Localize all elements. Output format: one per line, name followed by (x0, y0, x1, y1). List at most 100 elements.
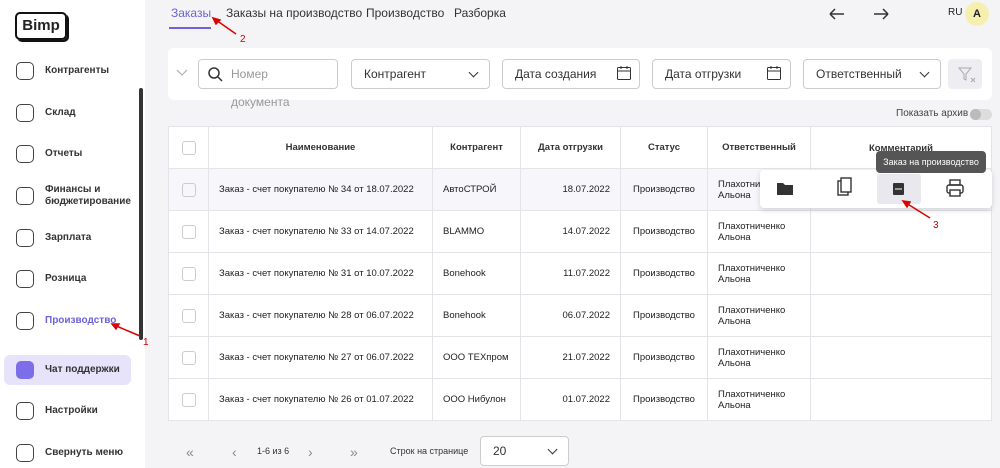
cell: 11.07.2022 (520, 252, 621, 295)
cell: BLAMMO (432, 210, 521, 253)
checkbox[interactable] (181, 392, 196, 407)
cell (810, 210, 992, 253)
cell: Заказ - счет покупателю № 33 от 14.07.20… (208, 210, 433, 253)
rows-per-page-select[interactable]: 20 (480, 436, 569, 466)
cell (168, 210, 209, 253)
cell: Заказ - счет покупателю № 27 от 06.07.20… (208, 336, 433, 379)
nav-label: Производство (45, 315, 117, 326)
nav-label: Зарплата (45, 232, 92, 243)
calendar-icon (617, 66, 631, 80)
archive-toggle[interactable] (970, 109, 992, 120)
archive-label: Показать архив (896, 108, 969, 119)
cell: Производство (620, 252, 708, 295)
print-icon[interactable] (946, 179, 964, 197)
checkbox[interactable] (181, 140, 196, 155)
tab[interactable]: Производство (366, 6, 445, 20)
document-number-input[interactable]: Номер документа (198, 59, 338, 109)
checkbox[interactable] (181, 350, 196, 365)
nav-label: Настройки (45, 405, 98, 416)
logo[interactable]: Bimp (15, 12, 67, 40)
cell (168, 168, 209, 211)
tab[interactable]: Разборка (454, 6, 506, 20)
cell: Производство (620, 168, 708, 211)
avatar[interactable]: A (965, 2, 989, 26)
table-row[interactable]: Заказ - счет покупателю № 28 от 06.07.20… (168, 294, 992, 337)
nav-item[interactable]: Контрагенты (0, 56, 145, 86)
nav-item[interactable]: Отчеты (0, 139, 145, 169)
cell (168, 252, 209, 295)
copy-icon[interactable] (837, 177, 852, 196)
collapse-icon[interactable] (176, 68, 188, 78)
checkbox[interactable] (181, 182, 196, 197)
sidebar: Bimp Контрагенты Склад Отчеты Финансы и бюд… (0, 0, 145, 468)
checkbox[interactable] (181, 224, 196, 239)
language[interactable]: RU (948, 7, 963, 18)
table-row[interactable]: Заказ - счет покупателю № 31 от 10.07.20… (168, 252, 992, 295)
cell (168, 294, 209, 337)
nav-label: Чат поддержки (45, 364, 120, 375)
page-range: 1-6 из 6 (257, 446, 290, 456)
column-header[interactable]: Контрагент (432, 126, 521, 169)
cell: Плахотниченко Альона (707, 210, 811, 253)
nav-item[interactable]: Чат поддержки (4, 355, 131, 385)
table-row[interactable]: Заказ - счет покупателю № 33 от 14.07.20… (168, 210, 992, 253)
counterparty-select[interactable]: Контрагент (351, 59, 490, 89)
open-icon[interactable] (777, 183, 793, 195)
cell: Bonehook (432, 294, 521, 337)
nav-item[interactable]: Финансы и бюджетирование (0, 181, 145, 211)
tab[interactable]: Заказы (171, 6, 212, 20)
first-page[interactable]: « (186, 444, 194, 460)
last-page[interactable]: » (350, 444, 358, 460)
prev-page[interactable]: ‹ (232, 444, 237, 460)
cell: Плахотниченко Альона (707, 294, 811, 337)
column-header[interactable]: Наименование (208, 126, 433, 169)
rows-per-page-label: Строк на странице (390, 446, 469, 456)
table-row[interactable]: Заказ - счет покупателю № 27 от 06.07.20… (168, 336, 992, 379)
nav-icon (16, 229, 34, 247)
column-header[interactable]: Ответственный (707, 126, 811, 169)
cell: Заказ - счет покупателю № 31 от 10.07.20… (208, 252, 433, 295)
nav-icon (16, 187, 34, 205)
nav-item[interactable]: Склад (0, 98, 145, 128)
cell: 21.07.2022 (520, 336, 621, 379)
annotation: 2 (240, 34, 246, 45)
nav-label: Отчеты (45, 148, 83, 159)
production-order-icon[interactable] (893, 183, 904, 195)
calendar-icon (767, 66, 781, 80)
nav-icon (16, 402, 34, 420)
nav-label: Финансы и бюджетирование (45, 184, 131, 207)
cell: Плахотниченко Альона (707, 252, 811, 295)
nav-item[interactable]: Настройки (0, 396, 145, 426)
cell: Заказ - счет покупателю № 34 от 18.07.20… (208, 168, 433, 211)
cell: 06.07.2022 (520, 294, 621, 337)
nav-icon (16, 104, 34, 122)
column-header[interactable]: Дата отгрузки (520, 126, 621, 169)
column-header[interactable]: Статус (620, 126, 708, 169)
nav-icon (16, 361, 34, 379)
nav-icon (16, 444, 34, 462)
checkbox[interactable] (181, 266, 196, 281)
scrollbar[interactable] (139, 88, 143, 340)
cell: Заказ - счет покупателю № 28 от 06.07.20… (208, 294, 433, 337)
responsible-select[interactable]: Ответственный (803, 59, 941, 89)
tab[interactable]: Заказы на производство (226, 6, 363, 20)
cell: Плахотниченко Альона (707, 336, 811, 379)
table-row[interactable]: Заказ - счет покупателю № 26 от 01.07.20… (168, 378, 992, 421)
cell: Bonehook (432, 252, 521, 295)
nav-label: Розница (45, 273, 87, 284)
nav-label: Контрагенты (45, 65, 110, 76)
nav-icon (16, 270, 34, 288)
annotation: 1 (143, 337, 149, 348)
checkbox[interactable] (181, 308, 196, 323)
nav-arrows[interactable] (826, 4, 896, 24)
cell: АвтоСТРОЙ (432, 168, 521, 211)
clear-filter-button[interactable] (948, 59, 982, 89)
nav-item[interactable]: Свернуть меню (0, 438, 145, 468)
nav-item[interactable]: Зарплата (0, 223, 145, 253)
nav-item[interactable]: Розница (0, 264, 145, 294)
next-page[interactable]: › (308, 444, 313, 460)
nav-item[interactable]: Производство (0, 306, 145, 336)
search-icon (208, 67, 223, 82)
